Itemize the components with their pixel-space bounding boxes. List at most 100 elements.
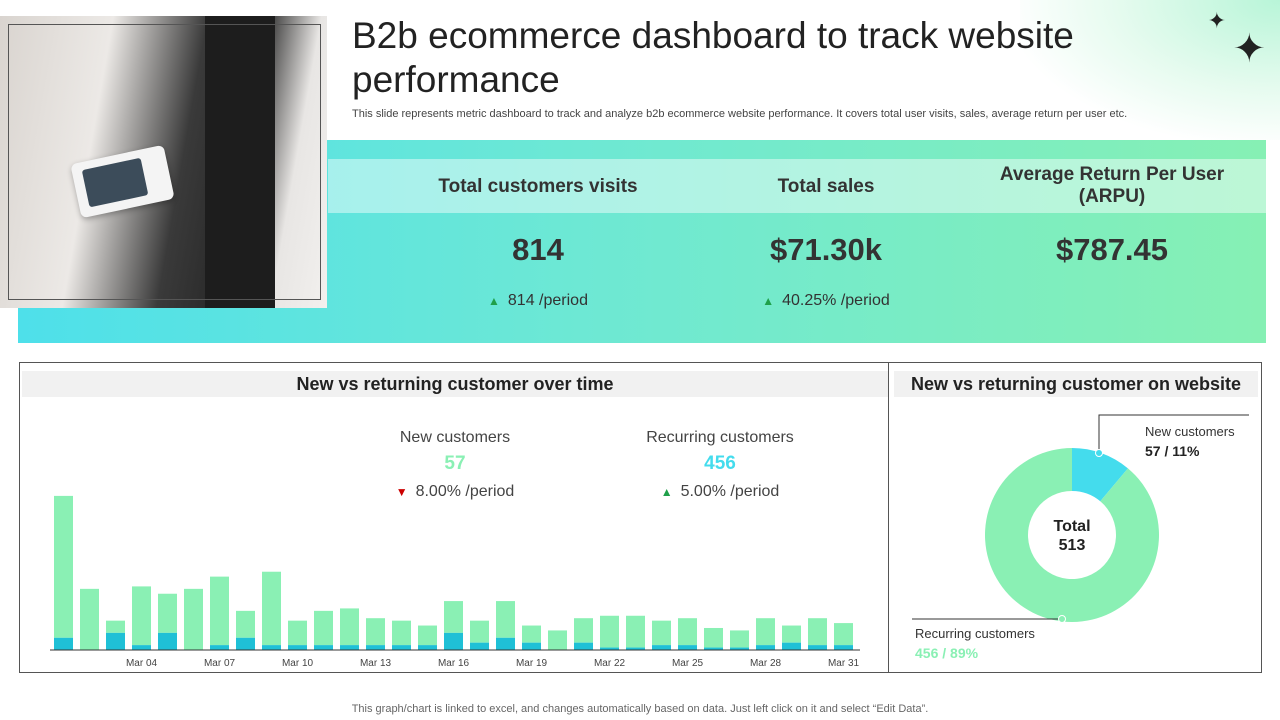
- hero-photo: [0, 16, 327, 308]
- kpi-label-sales: Total sales: [777, 176, 875, 197]
- x-tick-label: Mar 04: [126, 658, 158, 669]
- bar-new: [600, 647, 619, 650]
- x-tick-label: Mar 07: [204, 658, 236, 669]
- bar-new: [652, 645, 671, 650]
- bar-recurring: [184, 588, 203, 650]
- bar-recurring: [574, 618, 593, 643]
- donut-label-new: New customers: [1145, 424, 1235, 439]
- kpi-label-arpu: Average Return Per User (ARPU): [999, 164, 1225, 207]
- bar-recurring: [210, 576, 229, 646]
- down-arrow-icon: ▼: [395, 485, 408, 499]
- bar-new: [158, 632, 177, 650]
- bar-new: [626, 647, 645, 650]
- bar-recurring: [756, 618, 775, 646]
- charts-panel: New vs returning customer over time New …: [19, 362, 1262, 673]
- sparkle-icon: ✦: [1232, 27, 1266, 71]
- bar-recurring: [236, 610, 255, 638]
- bar-group-mar-22: [600, 615, 619, 650]
- bar-recurring: [808, 618, 827, 646]
- bar-recurring: [704, 627, 723, 648]
- bar-new: [756, 645, 775, 650]
- bar-group-mar-30: [808, 618, 827, 650]
- bar-recurring: [288, 620, 307, 646]
- bar-recurring: [106, 620, 125, 633]
- bar-new: [210, 645, 229, 650]
- bar-new: [678, 645, 697, 650]
- up-arrow-icon: ▲: [488, 294, 500, 308]
- bar-new: [730, 647, 749, 650]
- bar-group-mar-06: [184, 588, 203, 650]
- x-tick-label: Mar 28: [750, 658, 782, 669]
- kpi-label-visits: Total customers visits: [438, 176, 638, 197]
- bar-recurring: [548, 630, 567, 650]
- bar-new: [288, 645, 307, 650]
- bar-new: [54, 637, 73, 650]
- bar-recurring: [652, 620, 671, 646]
- bar-group-mar-23: [626, 615, 645, 650]
- bar-new: [834, 645, 853, 650]
- bar-group-mar-08: [236, 610, 255, 650]
- bar-group-mar-21: [574, 618, 593, 650]
- donut-value-recurring: 456 / 89%: [915, 645, 979, 661]
- marker-recurring: [1058, 615, 1066, 623]
- bar-group-mar-10: [288, 620, 307, 650]
- bar-group-mar-02: [80, 588, 99, 650]
- donut-slice-recurring: [985, 448, 1159, 622]
- bar-recurring: [80, 588, 99, 650]
- donut-value-new: 57 / 11%: [1145, 443, 1200, 459]
- legend-new: New customers 57 ▼ 8.00% /period: [395, 429, 515, 500]
- kpi-delta-visits: ▲ 814 /period: [488, 292, 588, 309]
- corner-decoration: [1020, 0, 1280, 140]
- bar-new: [106, 632, 125, 650]
- bar-new: [522, 642, 541, 650]
- bar-group-mar-20: [548, 630, 567, 650]
- bar-group-mar-18: [496, 601, 515, 650]
- legend-recurring: Recurring customers 456 ▲ 5.00% /period: [646, 429, 794, 500]
- bar-new: [574, 642, 593, 650]
- donut-center-label: Total: [1053, 518, 1090, 535]
- bar-chart: Mar 04 Mar 07 Mar 10 Mar 13 Mar 16 Mar 19 Mar …: [50, 495, 860, 669]
- bar-recurring: [678, 618, 697, 646]
- bar-group-mar-25: [678, 618, 697, 650]
- bar-group-mar-26: [704, 627, 723, 650]
- bar-group-mar-29: [782, 625, 801, 650]
- bar-new: [366, 645, 385, 650]
- bar-new: [808, 645, 827, 650]
- bar-new: [704, 647, 723, 650]
- bar-group-mar-03: [106, 620, 125, 650]
- bar-group-mar-19: [522, 625, 541, 650]
- x-tick-label: Mar 16: [438, 658, 470, 669]
- bar-group-mar-12: [340, 608, 359, 650]
- bar-group-mar-16: [444, 601, 463, 650]
- donut-chart: Total 513 New customers 57 / 11% Recurri…: [912, 414, 1249, 661]
- bar-recurring: [158, 593, 177, 633]
- x-tick-label: Mar 22: [594, 658, 626, 669]
- kpi-value-visits: 814: [512, 232, 564, 267]
- x-tick-label: Mar 31: [828, 658, 860, 669]
- bar-group-mar-14: [392, 620, 411, 650]
- kpi-value-sales: $71.30k: [769, 232, 883, 267]
- x-tick-label: Mar 10: [282, 658, 314, 669]
- bar-recurring: [314, 610, 333, 646]
- bar-recurring: [262, 571, 281, 646]
- up-arrow-icon: ▲: [660, 485, 673, 499]
- bar-recurring: [444, 601, 463, 633]
- bar-new: [340, 645, 359, 650]
- bar-new: [132, 645, 151, 650]
- up-arrow-icon: ▲: [762, 294, 775, 308]
- bar-group-mar-24: [652, 620, 671, 650]
- bar-new: [444, 632, 463, 650]
- bar-group-mar-27: [730, 630, 749, 650]
- bar-group-mar-01: [54, 495, 73, 650]
- bar-group-mar-09: [262, 571, 281, 650]
- bar-new: [236, 637, 255, 650]
- x-tick-label: Mar 25: [672, 658, 704, 669]
- bar-recurring: [418, 625, 437, 646]
- leader-line-new: [1098, 414, 1249, 453]
- bar-recurring: [782, 625, 801, 643]
- bar-new: [262, 645, 281, 650]
- bar-recurring: [392, 620, 411, 646]
- page-title: B2b ecommerce dashboard to track website…: [352, 15, 1074, 100]
- page-subtitle: This slide represents metric dashboard t…: [352, 108, 1128, 120]
- footer-note: This graph/chart is linked to excel, and…: [351, 703, 929, 715]
